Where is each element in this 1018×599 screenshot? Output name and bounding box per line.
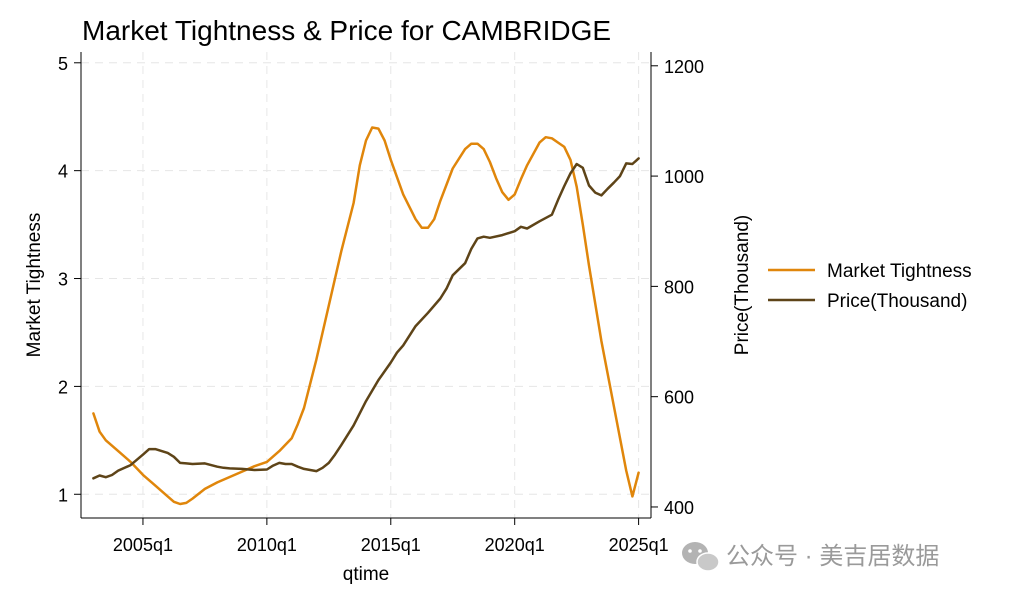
series-line-price	[92, 157, 640, 480]
y-right-tick-label: 800	[664, 277, 694, 297]
chart-title: Market Tightness & Price for CAMBRIDGE	[82, 15, 611, 46]
series-line-market-tightness	[92, 126, 640, 506]
y-left-tick-label: 2	[58, 377, 68, 397]
axes	[80, 52, 652, 519]
legend: Market Tightness Price(Thousand)	[768, 261, 972, 312]
y-axis-label-left: Market Tightness	[24, 213, 45, 358]
y-left-tick-label: 1	[58, 485, 68, 505]
y-left-tick-label: 5	[58, 54, 68, 74]
wechat-icon	[682, 542, 720, 572]
y-left-tick-label: 3	[58, 270, 68, 290]
x-tick-label: 2025q1	[609, 535, 669, 555]
y-left-tick-label: 4	[58, 162, 68, 182]
y-right-tick-label: 1200	[664, 57, 704, 77]
x-tick-label: 2015q1	[361, 535, 421, 555]
x-axis-label: qtime	[343, 564, 389, 585]
y-right-tick-label: 1000	[664, 167, 704, 187]
x-tick-label: 2005q1	[113, 535, 173, 555]
y-right-tick-label: 400	[664, 498, 694, 518]
x-tick-label: 2020q1	[485, 535, 545, 555]
ticks: 2005q1 2010q1 2015q1 2020q1 2025q1 1 2 3 4 5 400 60…	[58, 54, 704, 555]
grid	[81, 52, 651, 518]
watermark-text: 公众号 · 美吉居数据	[726, 543, 939, 570]
legend-label-market-tightness: Market Tightness	[827, 261, 972, 282]
watermark: 公众号 · 美吉居数据	[682, 542, 939, 572]
y-right-tick-label: 600	[664, 388, 694, 408]
series-lines	[92, 126, 640, 506]
legend-label-price: Price(Thousand)	[827, 291, 967, 312]
x-tick-label: 2010q1	[237, 535, 297, 555]
y-axis-label-right: Price(Thousand)	[732, 215, 753, 355]
